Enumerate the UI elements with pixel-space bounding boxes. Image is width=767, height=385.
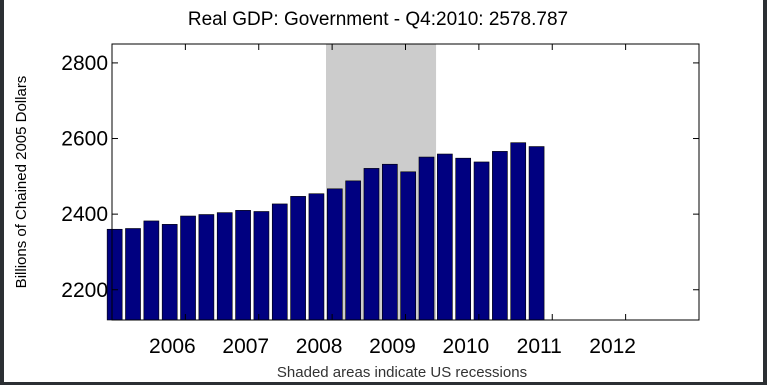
bar-2006-Q2 xyxy=(198,214,215,321)
bar-2005-Q4 xyxy=(161,224,178,321)
x-tick-label-2010: 2010 xyxy=(443,335,490,358)
bar-2006-Q3 xyxy=(216,212,233,321)
bar-2005-Q2 xyxy=(125,228,141,321)
x-tick-label-2006: 2006 xyxy=(149,335,196,358)
y-tick-label-2600: 2600 xyxy=(61,128,108,151)
plot-area: 2200 2400 2600 2800 2006 2007 2008 2009 2010 2011… xyxy=(61,43,700,358)
bar-2008-Q4 xyxy=(382,163,398,321)
y-tick-label-2800: 2800 xyxy=(61,52,108,75)
x-tick-label-2007: 2007 xyxy=(222,335,269,358)
bar-2010-Q2 xyxy=(492,151,508,321)
bar-2006-Q1 xyxy=(180,215,196,321)
bar-2009-Q1 xyxy=(400,171,416,321)
bar-2007-Q1 xyxy=(253,211,270,321)
bar-2007-Q4 xyxy=(308,193,325,321)
bar-2007-Q2 xyxy=(271,203,288,321)
bar-2008-Q2 xyxy=(345,180,361,321)
x-tick-label-2009: 2009 xyxy=(369,335,416,358)
chart-canvas: Real GDP: Government - Q4:2010: 2578.787… xyxy=(4,0,763,382)
chart-title: Real GDP: Government - Q4:2010: 2578.787 xyxy=(188,9,568,30)
bar-2005-Q1 xyxy=(106,228,123,321)
recession-note: Shaded areas indicate US recessions xyxy=(277,364,527,381)
y-tick-label-2200: 2200 xyxy=(61,279,108,302)
bar-2009-Q2 xyxy=(418,156,435,321)
bar-2009-Q4 xyxy=(455,157,472,321)
x-tick-label-2008: 2008 xyxy=(296,335,343,358)
x-tick-label-2011: 2011 xyxy=(517,335,562,358)
recession-shade xyxy=(326,44,437,320)
bar-2006-Q4 xyxy=(235,210,251,321)
bar-2010-Q4 xyxy=(528,146,545,321)
y-axis-label: Billions of Chained 2005 Dollars xyxy=(13,76,30,289)
bar-2008-Q1 xyxy=(326,188,343,321)
bar-2007-Q3 xyxy=(290,196,306,321)
bar-2005-Q3 xyxy=(143,220,160,321)
bar-2010-Q1 xyxy=(473,161,490,321)
bar-2008-Q3 xyxy=(363,168,380,321)
x-tick-label-2012: 2012 xyxy=(589,335,636,358)
bar-2010-Q3 xyxy=(510,142,527,321)
bar-2009-Q3 xyxy=(437,153,453,321)
y-tick-label-2400: 2400 xyxy=(61,203,108,226)
gdp-bar-chart: Real GDP: Government - Q4:2010: 2578.787… xyxy=(13,9,700,381)
